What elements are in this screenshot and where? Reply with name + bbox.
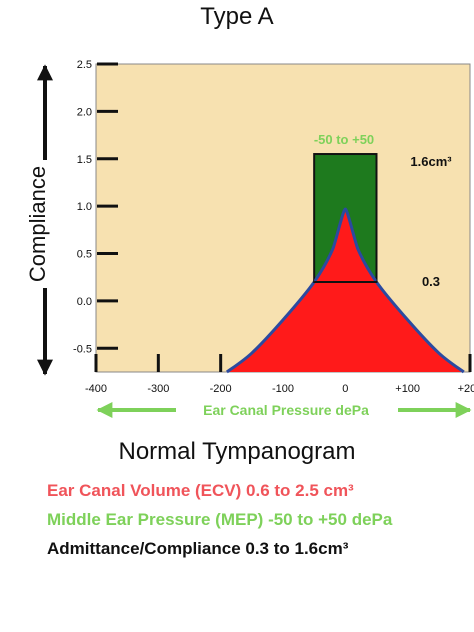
curve-peak-fill: [314, 208, 377, 282]
ecv-range-text: Ear Canal Volume (ECV) 0.6 to 2.5 cm³: [47, 481, 354, 500]
x-tick-label: +100: [395, 383, 420, 395]
y-tick-label: 1.0: [77, 201, 92, 213]
tympanogram-curve-fill: [226, 208, 464, 372]
admittance-range-text: Admittance/Compliance 0.3 to 1.6cm³: [47, 539, 349, 558]
y-tick-label: -0.5: [73, 343, 92, 355]
x-tick-label: -200: [210, 383, 232, 395]
curve-peak-line: [314, 207, 377, 282]
x-tick-label: -300: [147, 383, 169, 395]
y-axis-title: Compliance: [25, 166, 50, 282]
chart-title: Type A: [200, 3, 273, 30]
y-tick-label: 0.0: [77, 296, 92, 308]
x-tick-label: -400: [85, 383, 107, 395]
y-tick-label: 2.0: [77, 106, 92, 118]
x-tick-label: 0: [342, 383, 348, 395]
x-tick-label: -100: [272, 383, 294, 395]
figure-subtitle: Normal Tympanogram: [118, 438, 356, 465]
compliance-upper-label: 1.6cm³: [410, 154, 452, 169]
normal-range-label: -50 to +50: [314, 132, 374, 147]
y-tick-label: 0.5: [77, 249, 92, 261]
y-tick-label: 1.5: [77, 154, 92, 166]
compliance-lower-label: 0.3: [422, 274, 440, 289]
mep-range-text: Middle Ear Pressure (MEP) -50 to +50 deP…: [47, 510, 393, 529]
y-tick-label: 2.5: [77, 59, 92, 71]
x-tick-label: +200: [458, 383, 474, 395]
x-axis-title: Ear Canal Pressure dePa: [203, 402, 369, 418]
